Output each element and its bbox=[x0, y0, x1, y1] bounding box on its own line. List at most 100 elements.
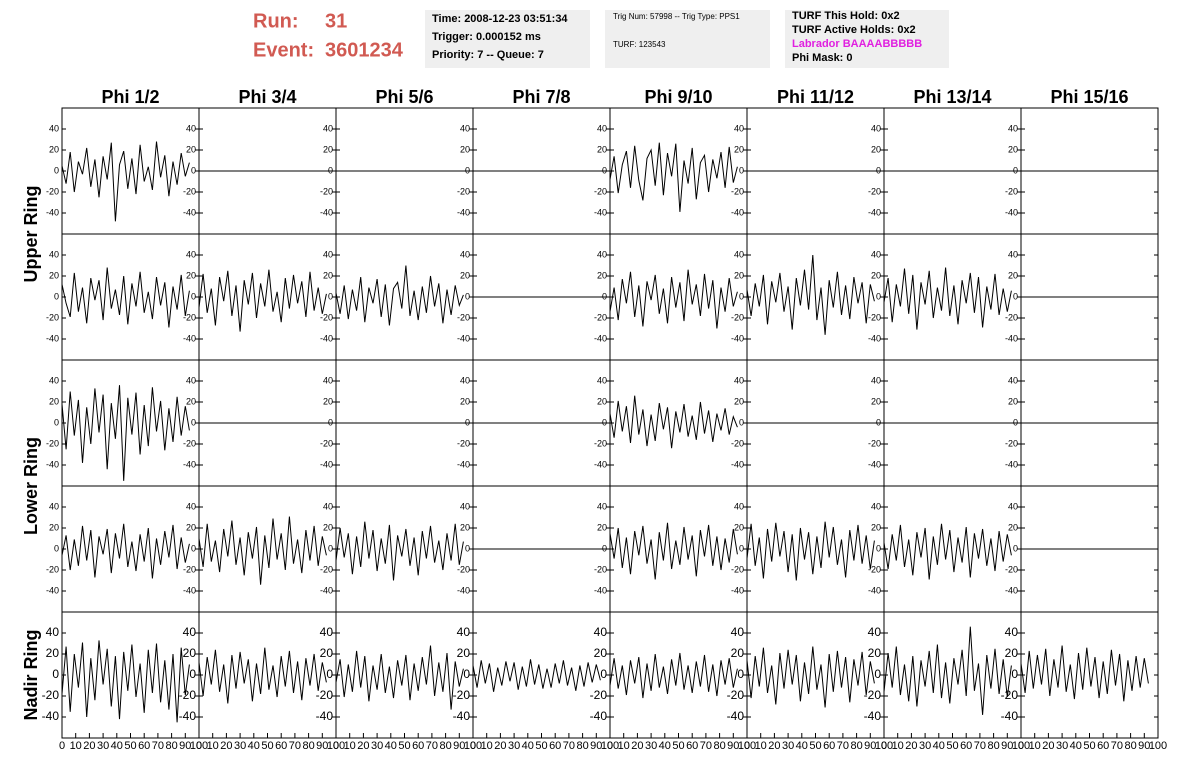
y-tick-label: 20 bbox=[734, 270, 744, 280]
y-tick-label: 20 bbox=[594, 646, 608, 660]
column-header: Phi 7/8 bbox=[512, 87, 570, 107]
x-tick-label: 30 bbox=[508, 740, 520, 752]
y-tick-label: -20 bbox=[457, 186, 470, 196]
y-tick-label: 40 bbox=[597, 249, 607, 259]
y-tick-label: 0 bbox=[602, 543, 607, 553]
waveform bbox=[61, 385, 190, 481]
y-tick-label: 20 bbox=[734, 144, 744, 154]
y-tick-label: -40 bbox=[1005, 459, 1018, 469]
x-tick-label: 80 bbox=[713, 740, 725, 752]
x-tick-label: 60 bbox=[823, 740, 835, 752]
y-tick-label: 20 bbox=[868, 646, 882, 660]
x-tick-label: 10 bbox=[1029, 740, 1041, 752]
y-tick-label: 20 bbox=[871, 396, 881, 406]
y-tick-label: 0 bbox=[463, 667, 470, 681]
y-tick-label: 40 bbox=[186, 123, 196, 133]
y-tick-label: 0 bbox=[874, 667, 881, 681]
y-tick-label: 20 bbox=[597, 396, 607, 406]
y-tick-label: 20 bbox=[1005, 646, 1019, 660]
x-tick-label: 90 bbox=[453, 740, 465, 752]
waveform bbox=[61, 267, 190, 328]
y-tick-label: -20 bbox=[868, 186, 881, 196]
y-tick-label: -20 bbox=[594, 186, 607, 196]
y-tick-label: 40 bbox=[1005, 625, 1019, 639]
y-tick-label: 20 bbox=[49, 522, 59, 532]
x-tick-label: 0 bbox=[333, 740, 339, 752]
y-tick-label: 20 bbox=[1008, 396, 1018, 406]
y-tick-label: 40 bbox=[734, 375, 744, 385]
y-tick-label: 40 bbox=[597, 501, 607, 511]
y-tick-label: 0 bbox=[465, 543, 470, 553]
waveform bbox=[1020, 645, 1149, 702]
y-tick-label: -40 bbox=[183, 207, 196, 217]
waveform bbox=[609, 652, 738, 699]
x-tick-label: 0 bbox=[881, 740, 887, 752]
y-tick-label: 40 bbox=[1008, 249, 1018, 259]
y-tick-label: 20 bbox=[323, 144, 333, 154]
time-line: Trigger: 0.000152 ms bbox=[432, 31, 541, 43]
waveform bbox=[472, 659, 601, 692]
column-header: Phi 9/10 bbox=[644, 87, 712, 107]
y-tick-label: 0 bbox=[737, 667, 744, 681]
y-tick-label: 0 bbox=[1013, 543, 1018, 553]
x-tick-label: 90 bbox=[590, 740, 602, 752]
x-tick-label: 30 bbox=[97, 740, 109, 752]
y-tick-label: 20 bbox=[460, 396, 470, 406]
column-header: Phi 3/4 bbox=[238, 87, 296, 107]
waveform bbox=[335, 265, 464, 326]
x-tick-label: 60 bbox=[549, 740, 561, 752]
y-tick-label: -20 bbox=[320, 312, 333, 322]
y-tick-label: -20 bbox=[1005, 438, 1018, 448]
y-tick-label: 0 bbox=[1013, 417, 1018, 427]
x-tick-label: 80 bbox=[576, 740, 588, 752]
y-tick-label: 20 bbox=[871, 522, 881, 532]
y-tick-label: 0 bbox=[739, 291, 744, 301]
x-tick-label: 20 bbox=[768, 740, 780, 752]
x-tick-label: 70 bbox=[700, 740, 712, 752]
y-tick-label: -40 bbox=[46, 459, 59, 469]
y-tick-label: 40 bbox=[49, 249, 59, 259]
x-tick-label: 30 bbox=[1056, 740, 1068, 752]
y-tick-label: 0 bbox=[54, 165, 59, 175]
x-tick-label: 30 bbox=[234, 740, 246, 752]
x-tick-label: 70 bbox=[1111, 740, 1123, 752]
y-tick-label: -20 bbox=[731, 564, 744, 574]
x-tick-label: 80 bbox=[987, 740, 999, 752]
y-tick-label: 0 bbox=[739, 165, 744, 175]
y-tick-label: 0 bbox=[876, 165, 881, 175]
y-tick-label: -20 bbox=[46, 438, 59, 448]
waveform bbox=[61, 640, 190, 723]
y-tick-label: 20 bbox=[1008, 144, 1018, 154]
y-tick-label: 20 bbox=[186, 396, 196, 406]
y-tick-label: 20 bbox=[460, 144, 470, 154]
x-tick-label: 40 bbox=[248, 740, 260, 752]
x-tick-label: 100 bbox=[875, 740, 893, 752]
y-tick-label: 20 bbox=[186, 144, 196, 154]
ring-label: Nadir Ring bbox=[21, 629, 41, 720]
y-tick-label: -20 bbox=[1005, 564, 1018, 574]
x-tick-label: 50 bbox=[1083, 740, 1095, 752]
time-line: Time: 2008-12-23 03:51:34 bbox=[432, 13, 568, 25]
y-tick-label: -20 bbox=[594, 312, 607, 322]
x-tick-label: 0 bbox=[59, 740, 65, 752]
x-tick-label: 90 bbox=[179, 740, 191, 752]
x-tick-label: 20 bbox=[494, 740, 506, 752]
y-tick-label: 0 bbox=[191, 543, 196, 553]
x-tick-label: 20 bbox=[220, 740, 232, 752]
y-tick-label: -20 bbox=[179, 688, 197, 702]
y-tick-label: 40 bbox=[460, 249, 470, 259]
y-tick-label: 0 bbox=[600, 667, 607, 681]
y-tick-label: 0 bbox=[191, 417, 196, 427]
y-tick-label: 0 bbox=[1013, 291, 1018, 301]
y-tick-label: 0 bbox=[54, 291, 59, 301]
y-tick-label: 0 bbox=[876, 417, 881, 427]
waveform bbox=[198, 516, 327, 585]
y-tick-label: -40 bbox=[179, 709, 197, 723]
y-tick-label: 0 bbox=[328, 165, 333, 175]
y-tick-label: 0 bbox=[602, 417, 607, 427]
x-tick-label: 50 bbox=[124, 740, 136, 752]
y-tick-label: -40 bbox=[594, 333, 607, 343]
x-tick-label: 10 bbox=[70, 740, 82, 752]
y-tick-label: -40 bbox=[868, 585, 881, 595]
x-tick-label: 100 bbox=[327, 740, 345, 752]
